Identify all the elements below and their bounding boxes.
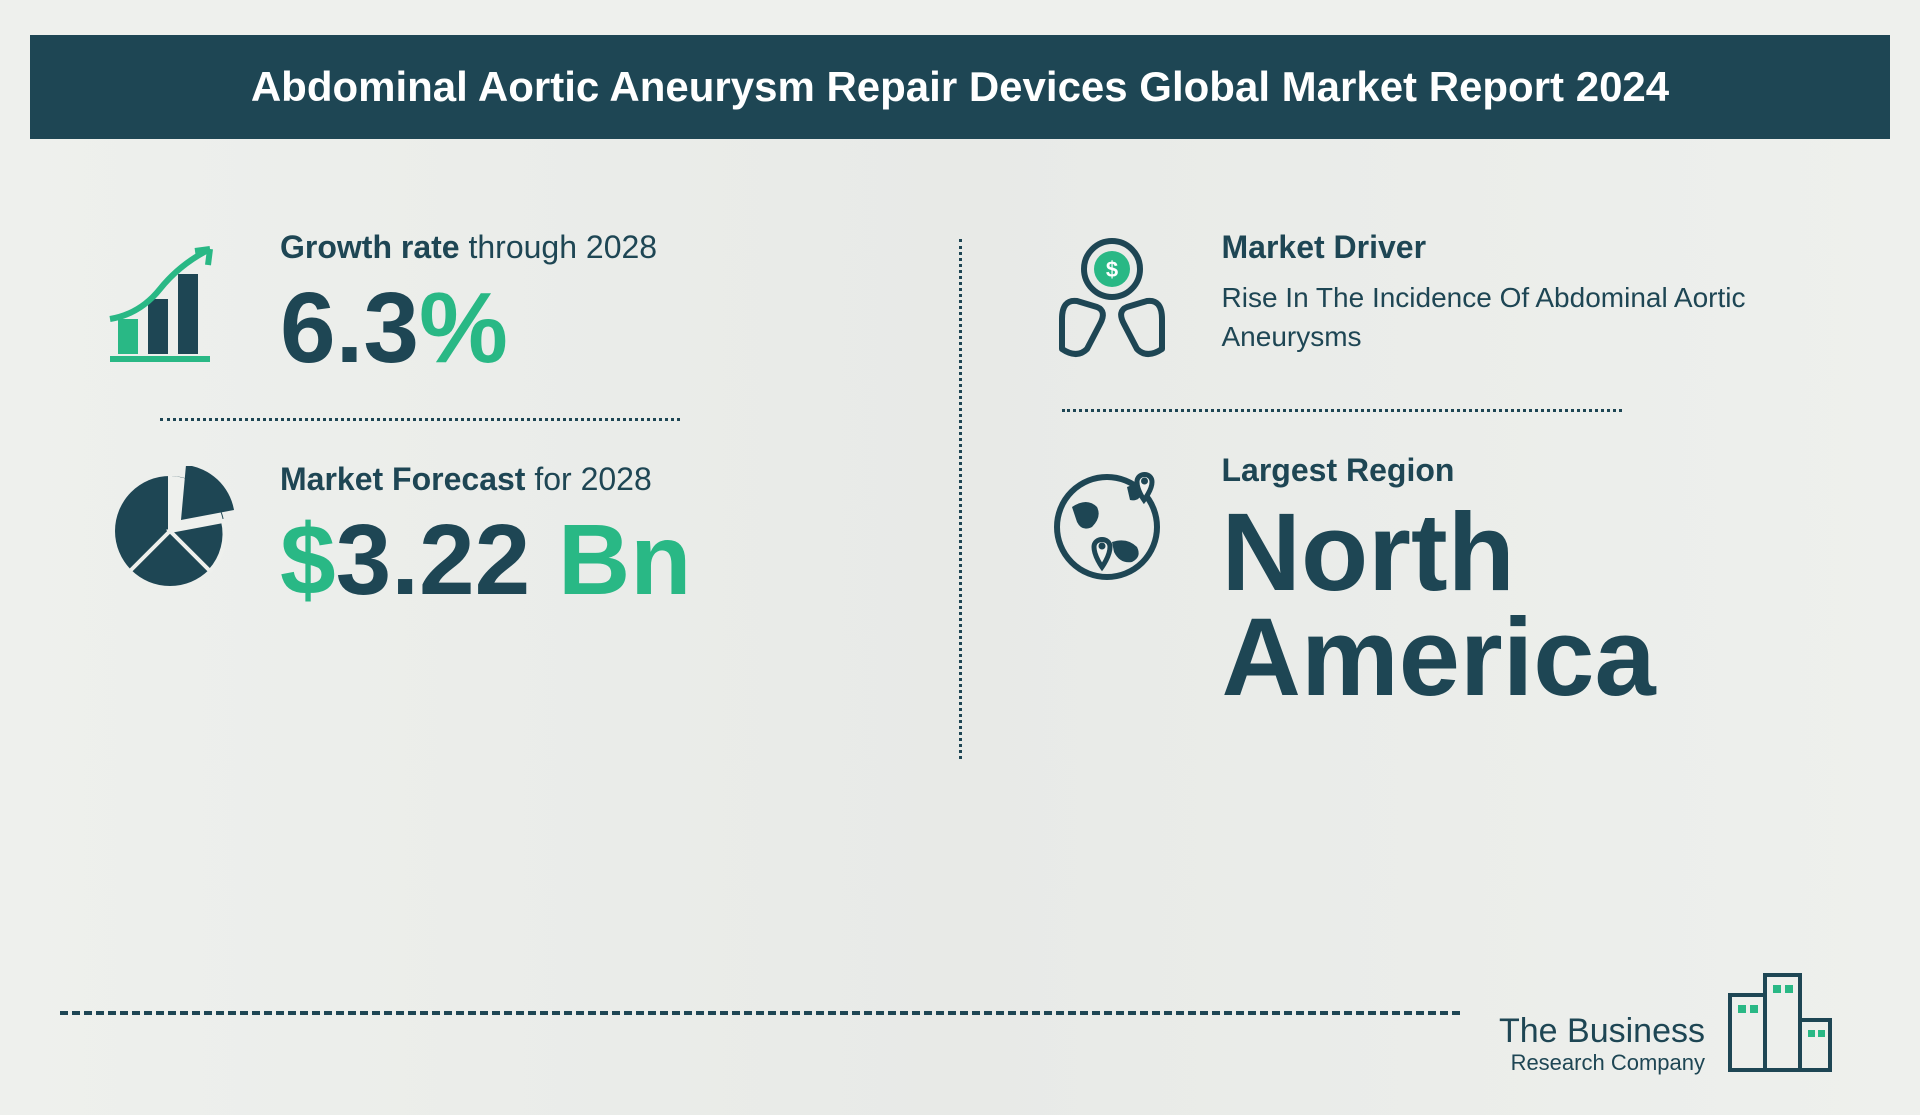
bottom-dashed-line xyxy=(60,1011,1460,1015)
driver-block: $ Market Driver Rise In The Incidence Of… xyxy=(1042,199,1821,399)
money-hands-icon: $ xyxy=(1042,229,1182,369)
driver-text-wrap: Market Driver Rise In The Incidence Of A… xyxy=(1222,229,1821,356)
region-label: Largest Region xyxy=(1222,452,1821,489)
growth-value: 6.3% xyxy=(280,278,879,378)
right-divider xyxy=(1062,409,1622,412)
growth-chart-icon xyxy=(100,229,240,369)
region-value: North America xyxy=(1222,501,1821,710)
driver-description: Rise In The Incidence Of Abdominal Aorti… xyxy=(1222,278,1821,356)
forecast-label: Market Forecast for 2028 xyxy=(280,461,879,498)
region-block: Largest Region North America xyxy=(1042,422,1821,740)
left-column: Growth rate through 2028 6.3% xyxy=(100,199,959,759)
forecast-value: $3.22 Bn xyxy=(280,510,879,610)
title-text: Abdominal Aortic Aneurysm Repair Devices… xyxy=(251,63,1669,110)
right-column: $ Market Driver Rise In The Incidence Of… xyxy=(962,199,1821,759)
pie-chart-icon xyxy=(100,461,240,601)
logo-buildings-icon xyxy=(1720,965,1840,1075)
globe-pin-icon xyxy=(1042,452,1182,592)
company-logo: The Business Research Company xyxy=(1499,965,1840,1075)
growth-label: Growth rate through 2028 xyxy=(280,229,879,266)
growth-text: Growth rate through 2028 6.3% xyxy=(280,229,879,378)
growth-block: Growth rate through 2028 6.3% xyxy=(100,199,879,408)
forecast-block: Market Forecast for 2028 $3.22 Bn xyxy=(100,431,879,640)
content-grid: Growth rate through 2028 6.3% xyxy=(0,139,1920,759)
left-divider xyxy=(160,418,680,421)
driver-label: Market Driver xyxy=(1222,229,1821,266)
title-bar: Abdominal Aortic Aneurysm Repair Devices… xyxy=(30,35,1890,139)
region-text-wrap: Largest Region North America xyxy=(1222,452,1821,710)
forecast-text: Market Forecast for 2028 $3.22 Bn xyxy=(280,461,879,610)
logo-text: The Business Research Company xyxy=(1499,1013,1705,1075)
svg-text:$: $ xyxy=(1105,257,1117,282)
